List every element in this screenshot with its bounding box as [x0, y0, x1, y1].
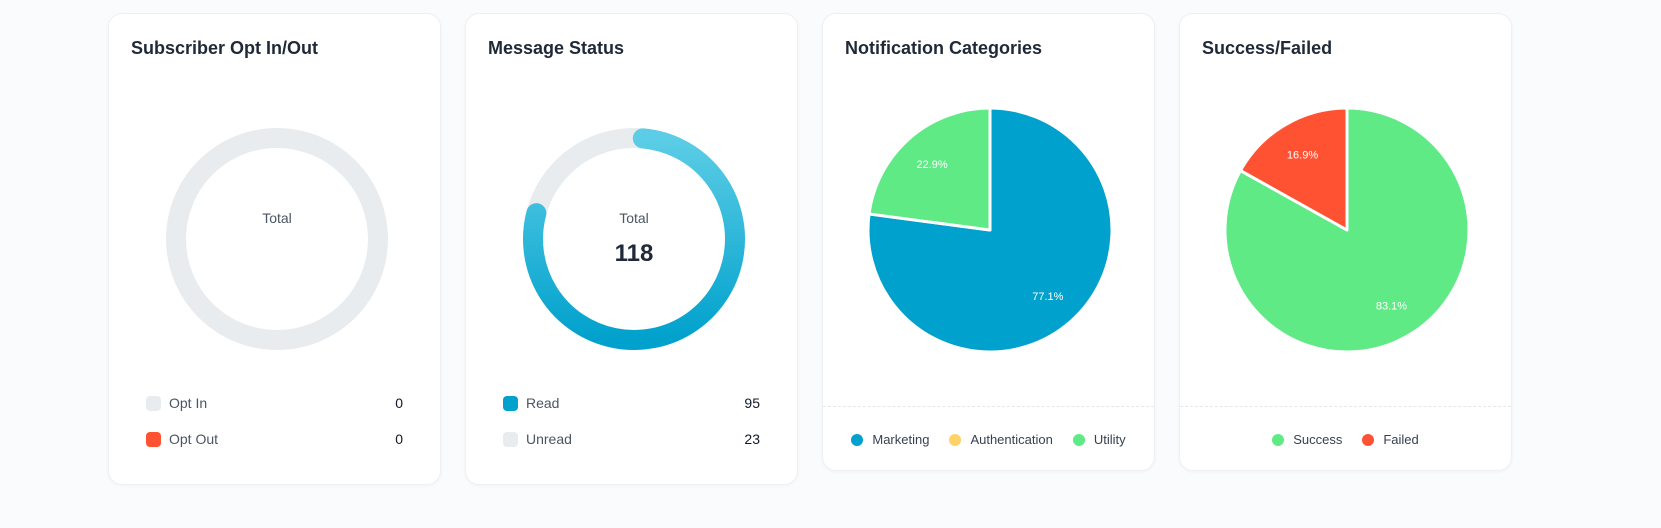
legend-dot: [1072, 433, 1085, 446]
legend-item-failed[interactable]: Failed: [1362, 432, 1419, 447]
legend-value: 95: [744, 395, 760, 411]
legend-label: Unread: [526, 431, 572, 447]
legend-item-opt-out[interactable]: Opt Out 0: [146, 429, 403, 449]
legend-divider: [1180, 406, 1511, 407]
legend-value: 23: [744, 431, 760, 447]
donut-center-value: 118: [615, 240, 654, 267]
legend-item-authentication[interactable]: Authentication: [949, 432, 1053, 447]
subscriber-donut-chart: Total: [166, 128, 388, 350]
pie-data-label-failed: 16.9%: [1287, 149, 1318, 161]
notification-legend: Marketing Authentication Utility: [823, 432, 1154, 447]
notification-pie-chart: 77.1% 22.9%: [866, 106, 1114, 354]
legend-swatch: [146, 395, 161, 411]
legend-label: Authentication: [970, 432, 1053, 447]
legend-divider: [823, 406, 1154, 407]
legend-dot: [1272, 433, 1285, 446]
legend-item-success[interactable]: Success: [1272, 432, 1342, 447]
card-title: Success/Failed: [1202, 38, 1333, 58]
donut-slice-read[interactable]: [523, 128, 745, 350]
legend-swatch: [503, 431, 518, 447]
pie-data-label-utility: 22.9%: [917, 159, 948, 171]
donut-center-label: Total: [262, 210, 292, 226]
legend-swatch: [503, 395, 518, 411]
pie-data-label-success: 83.1%: [1376, 301, 1407, 313]
legend-label: Success: [1293, 432, 1343, 447]
legend-value: 0: [395, 431, 403, 447]
legend-swatch: [146, 431, 161, 447]
pie-slice-failed[interactable]: [1238, 106, 1349, 232]
legend-label: Opt In: [169, 395, 208, 411]
legend-dot: [1362, 433, 1375, 446]
donut-center-label: Total: [619, 210, 649, 226]
legend-label: Failed: [1383, 432, 1419, 447]
card-title: Subscriber Opt In/Out: [131, 38, 319, 58]
legend-label: Opt Out: [169, 431, 219, 447]
success-failed-pie-chart: 83.1% 16.9%: [1223, 106, 1471, 354]
legend-item-utility[interactable]: Utility: [1072, 432, 1126, 447]
legend-dot: [851, 433, 864, 446]
card-title: Notification Categories: [845, 38, 1043, 58]
message-status-donut-chart: Total 118: [523, 128, 745, 350]
legend-label: Read: [526, 395, 560, 411]
subscriber-opt-card: Subscriber Opt In/Out Total Opt In 0 Opt…: [108, 13, 441, 485]
donut-track: [166, 128, 388, 350]
legend-item-marketing[interactable]: Marketing: [851, 432, 929, 447]
legend-label: Marketing: [872, 432, 930, 447]
message-status-card: Message Status Total 118 Read 95 Unread …: [465, 13, 798, 485]
pie-data-label-marketing: 77.1%: [1032, 291, 1063, 303]
legend-item-unread[interactable]: Unread 23: [503, 429, 760, 449]
notification-categories-card: Notification Categories 77.1% 22.9% Marke…: [822, 13, 1155, 471]
legend-value: 0: [395, 395, 403, 411]
card-title: Message Status: [488, 38, 625, 58]
legend-item-read[interactable]: Read 95: [503, 393, 760, 413]
legend-dot: [949, 433, 962, 446]
success-failed-legend: Success Failed: [1180, 432, 1511, 447]
pie-slice-utility[interactable]: [867, 106, 992, 232]
legend-item-opt-in[interactable]: Opt In 0: [146, 393, 403, 413]
success-failed-card: Success/Failed 83.1% 16.9% Success Failed: [1179, 13, 1512, 471]
legend-label: Utility: [1093, 432, 1126, 447]
